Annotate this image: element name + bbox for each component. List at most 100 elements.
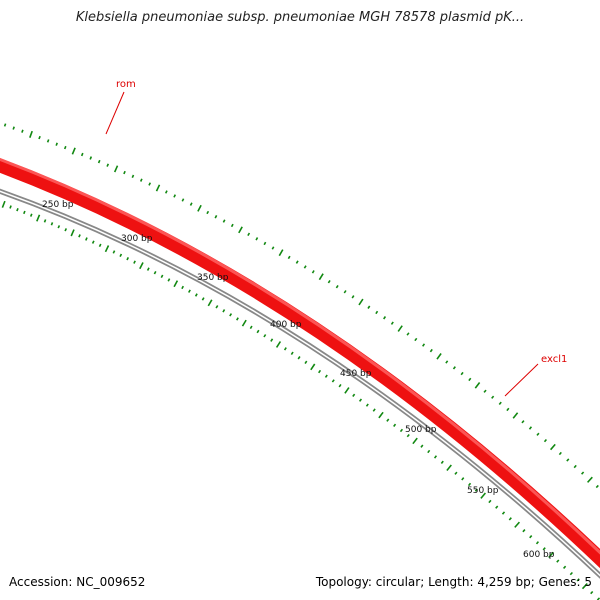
inner-tick [50,222,54,226]
inner-tick [508,517,512,521]
outer-tick [558,451,562,456]
inner-tick [474,488,478,492]
outer-tick [491,395,495,399]
gene-arc-highlight [0,157,600,555]
outer-tick [295,260,299,264]
inner-tick [215,305,219,309]
outer-tick [318,273,324,281]
outer-tick [206,210,210,215]
outer-tick [263,241,267,246]
inner-tick [64,228,68,232]
position-label-350: 350 bp [197,273,229,283]
map-title: Klebsiella pneumoniae subsp. pneumoniae … [75,10,525,25]
outer-tick [148,182,152,186]
gene-label-excl1[interactable]: excl1 [541,354,567,365]
inner-tick [91,240,95,244]
outer-tick [3,123,7,127]
outer-tick [63,145,67,150]
outer-tick [358,298,364,306]
gene-callout-rom [105,91,125,135]
outer-tick [214,215,218,219]
backbone-ring-inner [0,190,600,577]
outer-tick [587,476,593,483]
backbone-ring [0,188,600,579]
outer-tick [536,432,540,436]
inner-tick [133,260,136,264]
inner-tick [535,541,540,545]
outer-tick [468,377,472,382]
outer-tick [131,174,135,179]
outer-tick [521,420,525,424]
inner-tick [386,418,390,422]
outer-tick [414,337,418,342]
inner-tick [344,387,350,394]
inner-tick [556,559,560,563]
inner-tick [98,243,102,248]
outer-tick [390,321,394,325]
inner-tick [324,374,328,378]
inner-tick [446,464,452,471]
outer-tick [445,360,449,364]
outer-tick [55,142,58,146]
inner-tick [514,521,521,528]
gene-label-rom[interactable]: rom [116,79,136,90]
inner-tick [173,280,179,288]
gene-arc-rom[interactable] [0,132,600,570]
topology-summary: Topology: circular; Length: 4,259 bp; Ge… [315,575,592,589]
inner-tick [181,285,185,290]
inner-tick [126,257,130,261]
outer-tick [383,316,387,320]
position-label-600: 600 bp [523,550,555,560]
outer-tick [230,223,234,228]
outer-tick [238,226,243,234]
outer-tick [113,165,119,173]
outer-tick [29,130,33,138]
position-label-250: 250 bp [42,200,74,210]
position-label-500: 500 bp [405,425,437,435]
inner-tick [331,379,335,383]
outer-tick [367,305,371,309]
position-label-300: 300 bp [121,234,153,244]
gene-callout-excl1 [504,363,539,397]
inner-tick [70,229,75,237]
gene-boundary [237,239,246,256]
outer-tick [343,290,347,294]
inner-tick [153,271,157,275]
outer-tick [21,129,24,133]
inner-tick [85,237,88,241]
inner-tick [576,578,580,582]
inner-tick [104,245,110,253]
inner-tick [43,219,47,223]
inner-tick [454,471,458,475]
inner-tick [365,403,369,407]
outer-tick [436,353,442,360]
inner-tick [522,529,526,533]
inner-tick [352,393,356,397]
outer-tick [278,249,284,257]
inner-tick [440,460,444,464]
inner-tick [146,267,150,271]
outer-tick [397,325,403,332]
inner-tick [310,363,316,371]
inner-tick [488,499,492,504]
outer-tick [595,484,599,489]
outer-tick [12,126,15,130]
inner-tick [358,398,363,402]
outer-tick [123,170,126,175]
inner-tick [318,369,322,374]
inner-tick [461,477,465,481]
inner-tick [275,341,282,348]
inner-tick [119,253,123,257]
outer-tick [155,184,161,192]
outer-tick [46,139,50,143]
outer-tick [375,310,379,315]
inner-tick [480,492,487,499]
outer-tick [549,443,556,451]
inner-tick [433,455,438,459]
outer-tick [255,237,259,241]
outer-tick [566,458,570,462]
outer-tick [498,401,502,405]
outer-tick [543,438,548,443]
outer-tick [222,219,226,223]
